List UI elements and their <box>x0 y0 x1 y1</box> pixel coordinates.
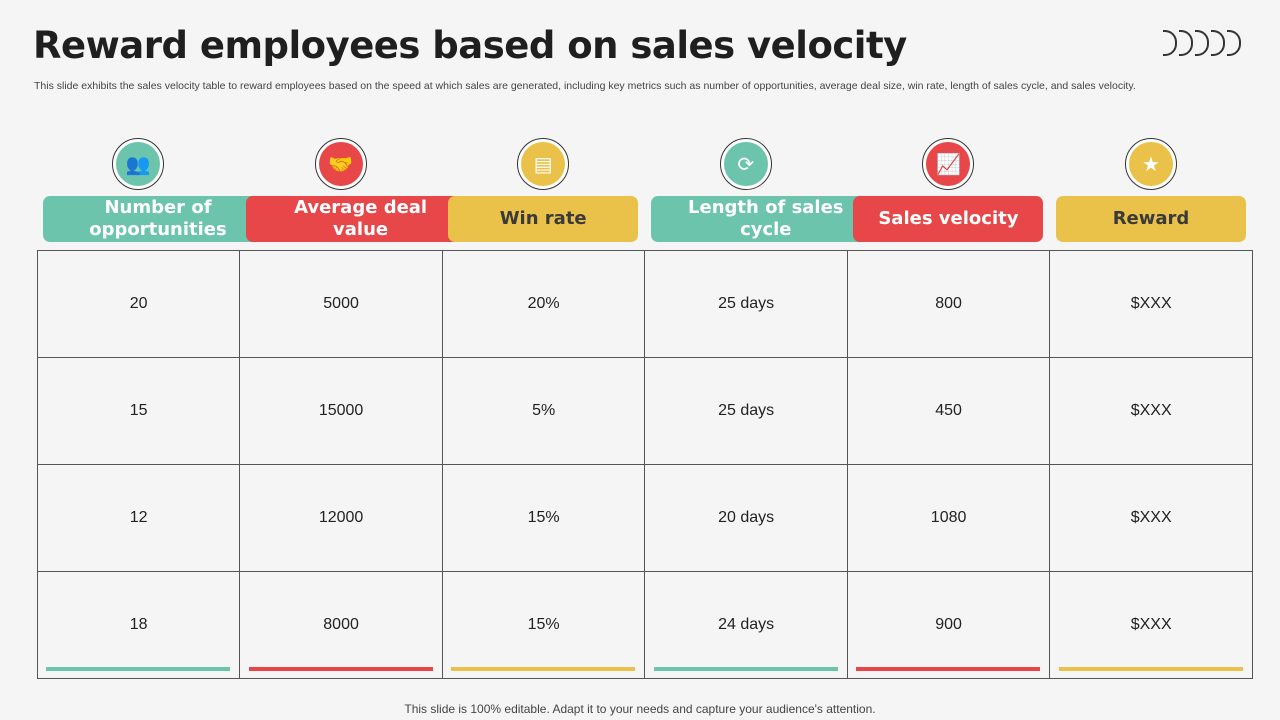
decorative-arcs-icon <box>1163 30 1241 56</box>
table-row: 20 5000 20% 25 days 800 $XXX <box>36 250 1253 358</box>
table-cell: 5000 <box>239 250 443 358</box>
table-cell: 450 <box>846 357 1051 465</box>
column-accent-bar <box>856 667 1041 671</box>
table-cell: 8000 <box>239 571 443 679</box>
table-cell: $XXX <box>1049 464 1253 572</box>
table-cell: 12 <box>36 464 241 572</box>
team-growth-icon-glyph: 👥 <box>116 142 160 186</box>
table-cell: 25 days <box>644 250 848 358</box>
column-header-label: Length of sales cycle <box>650 196 881 242</box>
cycle-icon: ⟳ <box>719 138 772 190</box>
table-cell: 25 days <box>644 357 848 465</box>
growth-chart-icon: 📈 <box>922 138 975 190</box>
column-header-label: Reward <box>1056 196 1246 242</box>
team-growth-icon: 👥 <box>112 138 164 190</box>
growth-chart-icon-glyph: 📈 <box>926 142 971 186</box>
column-accent-bar <box>248 667 433 671</box>
table-row: 15 15000 5% 25 days 450 $XXX <box>36 357 1253 465</box>
cycle-icon-glyph: ⟳ <box>723 142 768 186</box>
table-cell: $XXX <box>1049 571 1253 679</box>
table-cell: 18 <box>36 571 241 679</box>
page-description: This slide exhibits the sales velocity t… <box>34 80 1136 92</box>
column-header-label: Sales velocity <box>853 196 1044 242</box>
column-header-label: Number of opportunities <box>43 196 273 242</box>
table-cell: $XXX <box>1049 357 1253 465</box>
document-icon-glyph: ▤ <box>521 142 566 186</box>
table-cell: 20% <box>441 250 646 358</box>
table-cell: 1080 <box>846 464 1051 572</box>
table-cell: 20 days <box>644 464 848 572</box>
table-cell: 900 <box>846 571 1051 679</box>
table-row: 18 8000 15% 24 days 900 $XXX <box>36 571 1253 679</box>
document-icon: ▤ <box>517 138 570 190</box>
page-title: Reward employees based on sales velocity <box>33 24 907 67</box>
deal-handshake-icon: 🤝 <box>314 138 367 190</box>
table-cell: 15 <box>36 357 241 465</box>
column-accent-bar <box>46 667 230 671</box>
table-cell: 5% <box>441 357 646 465</box>
table-cell: 15000 <box>239 357 443 465</box>
table-cell: 20 <box>36 250 241 358</box>
table-cell: 15% <box>441 464 646 572</box>
table-cell: 15% <box>441 571 646 679</box>
table-cell: 24 days <box>644 571 848 679</box>
column-header-label: Win rate <box>448 196 639 242</box>
column-accent-bar <box>653 667 838 671</box>
award-badge-icon: ★ <box>1125 138 1177 190</box>
column-accent-bar <box>451 667 636 671</box>
deal-handshake-icon-glyph: 🤝 <box>318 142 363 186</box>
table-row: 12 12000 15% 20 days 1080 $XXX <box>36 464 1253 572</box>
table-cell: 12000 <box>239 464 443 572</box>
table-cell: $XXX <box>1049 250 1253 358</box>
column-accent-bar <box>1059 667 1243 671</box>
award-badge-icon-glyph: ★ <box>1129 142 1173 186</box>
sales-velocity-table: 20 5000 20% 25 days 800 $XXX 15 15000 5% 25 days 4… <box>36 250 1253 679</box>
footer-note: This slide is 100% editable. Adapt it to… <box>404 702 876 716</box>
column-header-label: Average deal value <box>245 196 476 242</box>
table-cell: 800 <box>846 250 1051 358</box>
